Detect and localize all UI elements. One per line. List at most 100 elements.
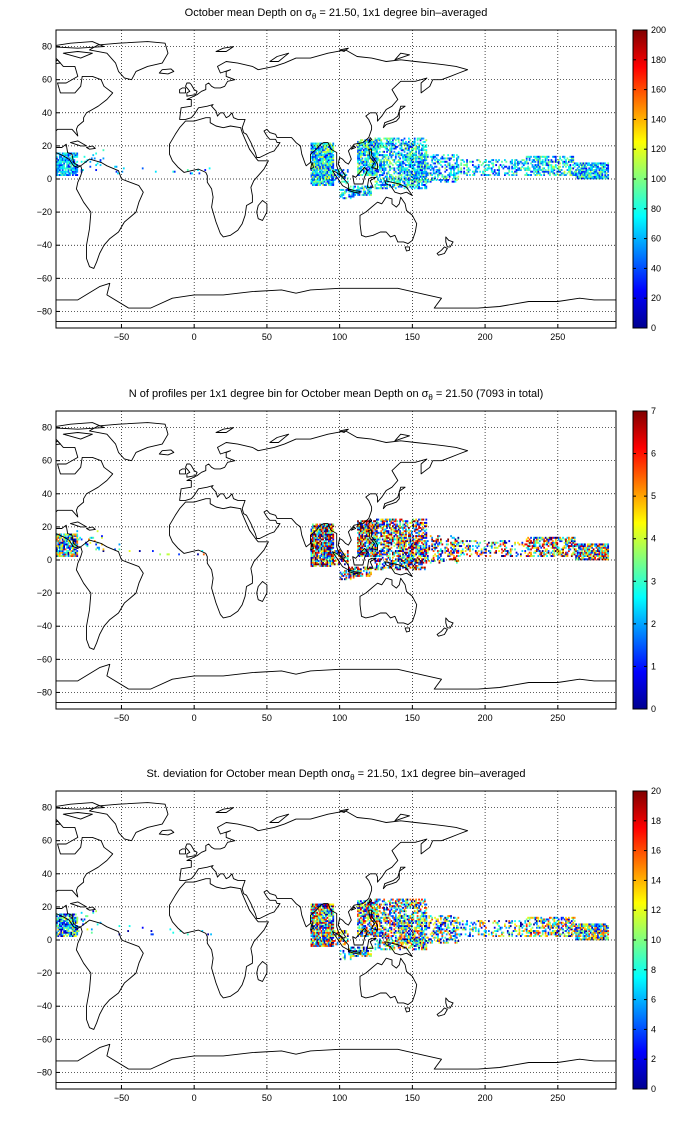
data-bin (445, 180, 448, 183)
data-bin (434, 560, 436, 562)
data-bin (406, 167, 409, 170)
data-bin (534, 536, 537, 539)
data-bin (425, 180, 428, 183)
data-bin (393, 560, 396, 562)
data-bin (57, 551, 60, 554)
data-bin (403, 172, 406, 175)
data-bin (591, 177, 594, 180)
data-bin (364, 164, 367, 167)
data-bin (408, 546, 410, 549)
data-bin (413, 530, 416, 533)
data-bin (64, 548, 67, 551)
data-bin (58, 162, 61, 165)
data-bin (605, 167, 608, 170)
data-bin (330, 541, 333, 544)
data-bin (424, 556, 426, 559)
data-bin (329, 149, 332, 152)
data-bin (560, 172, 563, 175)
data-bin (393, 568, 396, 571)
data-bin (365, 159, 368, 162)
data-bin (450, 550, 452, 553)
data-bin (320, 170, 323, 173)
data-bin (361, 540, 364, 543)
data-bin (416, 157, 419, 160)
data-bin (419, 165, 422, 168)
data-bin (373, 165, 375, 168)
data-bin (521, 550, 524, 553)
data-bin (312, 525, 314, 528)
data-bin (314, 551, 317, 554)
data-bin (565, 174, 567, 176)
data-bin (399, 147, 402, 150)
data-bin (360, 150, 362, 153)
data-bin (563, 555, 566, 557)
data-bin (399, 185, 402, 188)
data-bin (442, 177, 445, 180)
data-bin (326, 553, 329, 556)
data-bin (325, 144, 327, 147)
data-bin (581, 550, 583, 553)
data-bin (322, 523, 324, 526)
data-bin (376, 540, 378, 543)
data-bin (474, 165, 477, 168)
data-bin (330, 551, 333, 554)
data-bin (323, 172, 326, 175)
data-bin (400, 558, 403, 561)
data-bin (412, 183, 415, 186)
data-bin (405, 568, 407, 571)
data-bin (393, 535, 396, 538)
data-bin (326, 149, 329, 152)
data-bin (332, 172, 335, 175)
data-bin (361, 574, 364, 577)
data-bin (320, 160, 323, 163)
data-bin (313, 165, 316, 168)
data-bin (552, 553, 554, 556)
data-bin (377, 531, 380, 534)
data-bin (578, 175, 580, 178)
data-bin (67, 533, 70, 536)
data-bin (376, 535, 378, 538)
data-bin (390, 543, 393, 546)
data-bin (559, 553, 562, 556)
data-bin (316, 177, 319, 180)
data-bin (320, 560, 323, 562)
data-bin (476, 159, 479, 162)
data-bin (538, 165, 541, 168)
data-bin (453, 177, 455, 180)
data-bin (365, 160, 368, 163)
data-bin (502, 555, 505, 557)
coastline (310, 161, 314, 170)
data-bin (424, 555, 426, 557)
data-bin (325, 157, 327, 160)
data-bin (584, 170, 586, 173)
data-bin (586, 162, 589, 165)
data-bin (438, 170, 441, 173)
data-bin (418, 531, 420, 534)
data-bin (367, 144, 370, 147)
data-bin (325, 538, 327, 541)
data-bin (397, 555, 400, 557)
data-bin (569, 548, 572, 551)
data-bin (56, 172, 58, 175)
data-bin (346, 556, 349, 559)
data-bin (418, 152, 420, 155)
coastline (56, 41, 105, 49)
data-bin (416, 187, 419, 190)
data-bin (323, 541, 326, 544)
data-bin (578, 556, 580, 559)
data-bin (383, 528, 386, 531)
data-bin (74, 543, 77, 546)
data-bin (319, 174, 322, 176)
data-bin (544, 162, 547, 165)
data-bin (460, 162, 463, 165)
data-bin (410, 144, 413, 147)
data-bin (313, 564, 316, 567)
data-bin (517, 164, 519, 167)
data-bin (345, 197, 348, 200)
data-bin (360, 541, 362, 544)
data-bin (581, 172, 583, 175)
data-bin (581, 167, 583, 170)
data-bin (56, 155, 58, 158)
data-bin (63, 159, 66, 162)
data-bin (378, 175, 381, 178)
